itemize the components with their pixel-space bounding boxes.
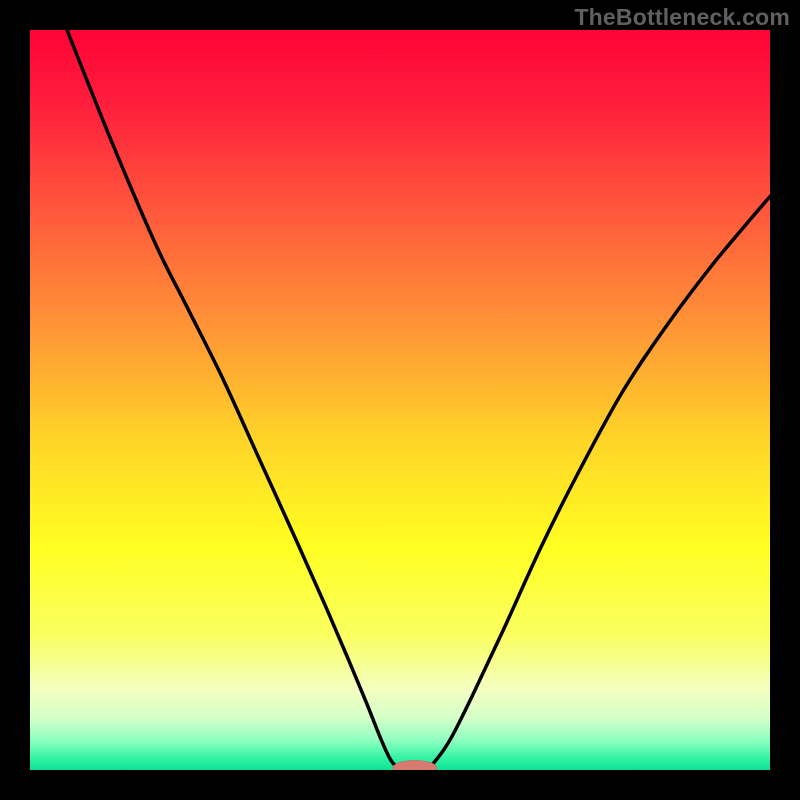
watermark-label: TheBottleneck.com bbox=[574, 4, 790, 31]
chart-svg bbox=[30, 30, 770, 770]
bottleneck-chart bbox=[30, 30, 770, 770]
chart-background bbox=[30, 30, 770, 770]
